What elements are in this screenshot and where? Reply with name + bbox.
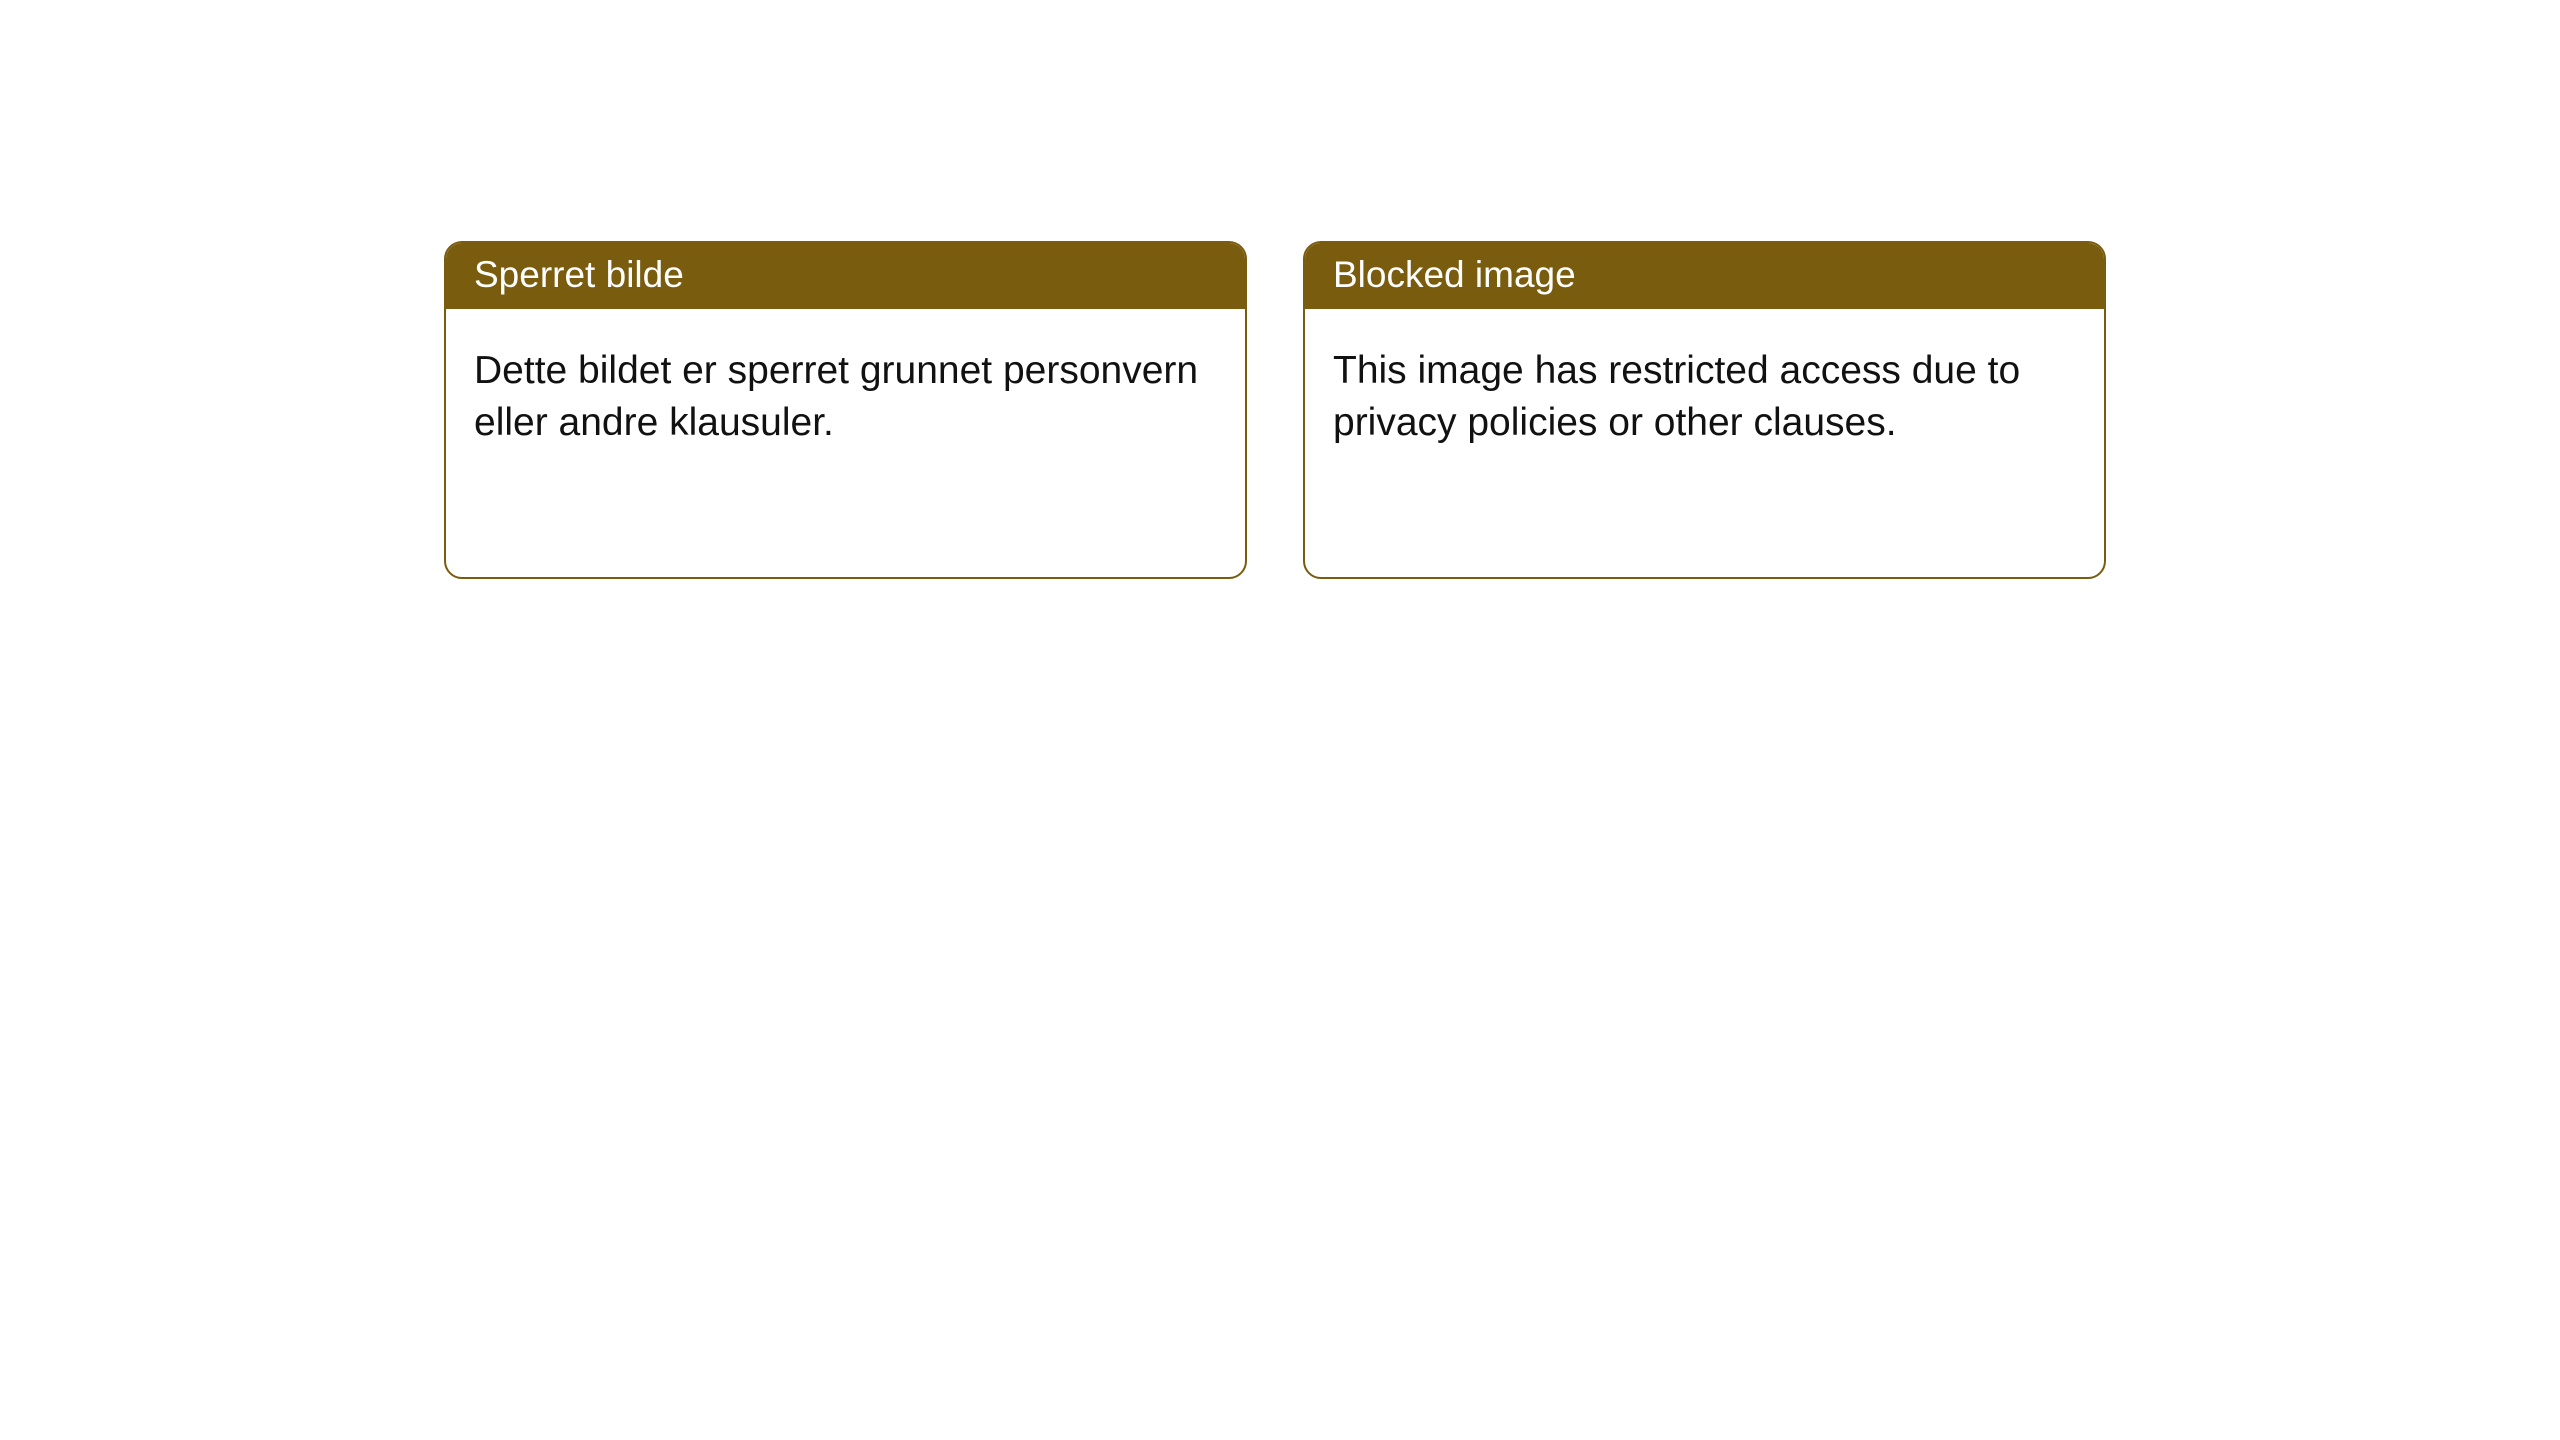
notice-cards-row: Sperret bilde Dette bildet er sperret gr… bbox=[0, 0, 2560, 579]
card-body: This image has restricted access due to … bbox=[1305, 309, 2104, 476]
notice-card-english: Blocked image This image has restricted … bbox=[1303, 241, 2106, 579]
card-title: Blocked image bbox=[1305, 243, 2104, 309]
card-body: Dette bildet er sperret grunnet personve… bbox=[446, 309, 1245, 476]
notice-card-norwegian: Sperret bilde Dette bildet er sperret gr… bbox=[444, 241, 1247, 579]
card-title: Sperret bilde bbox=[446, 243, 1245, 309]
